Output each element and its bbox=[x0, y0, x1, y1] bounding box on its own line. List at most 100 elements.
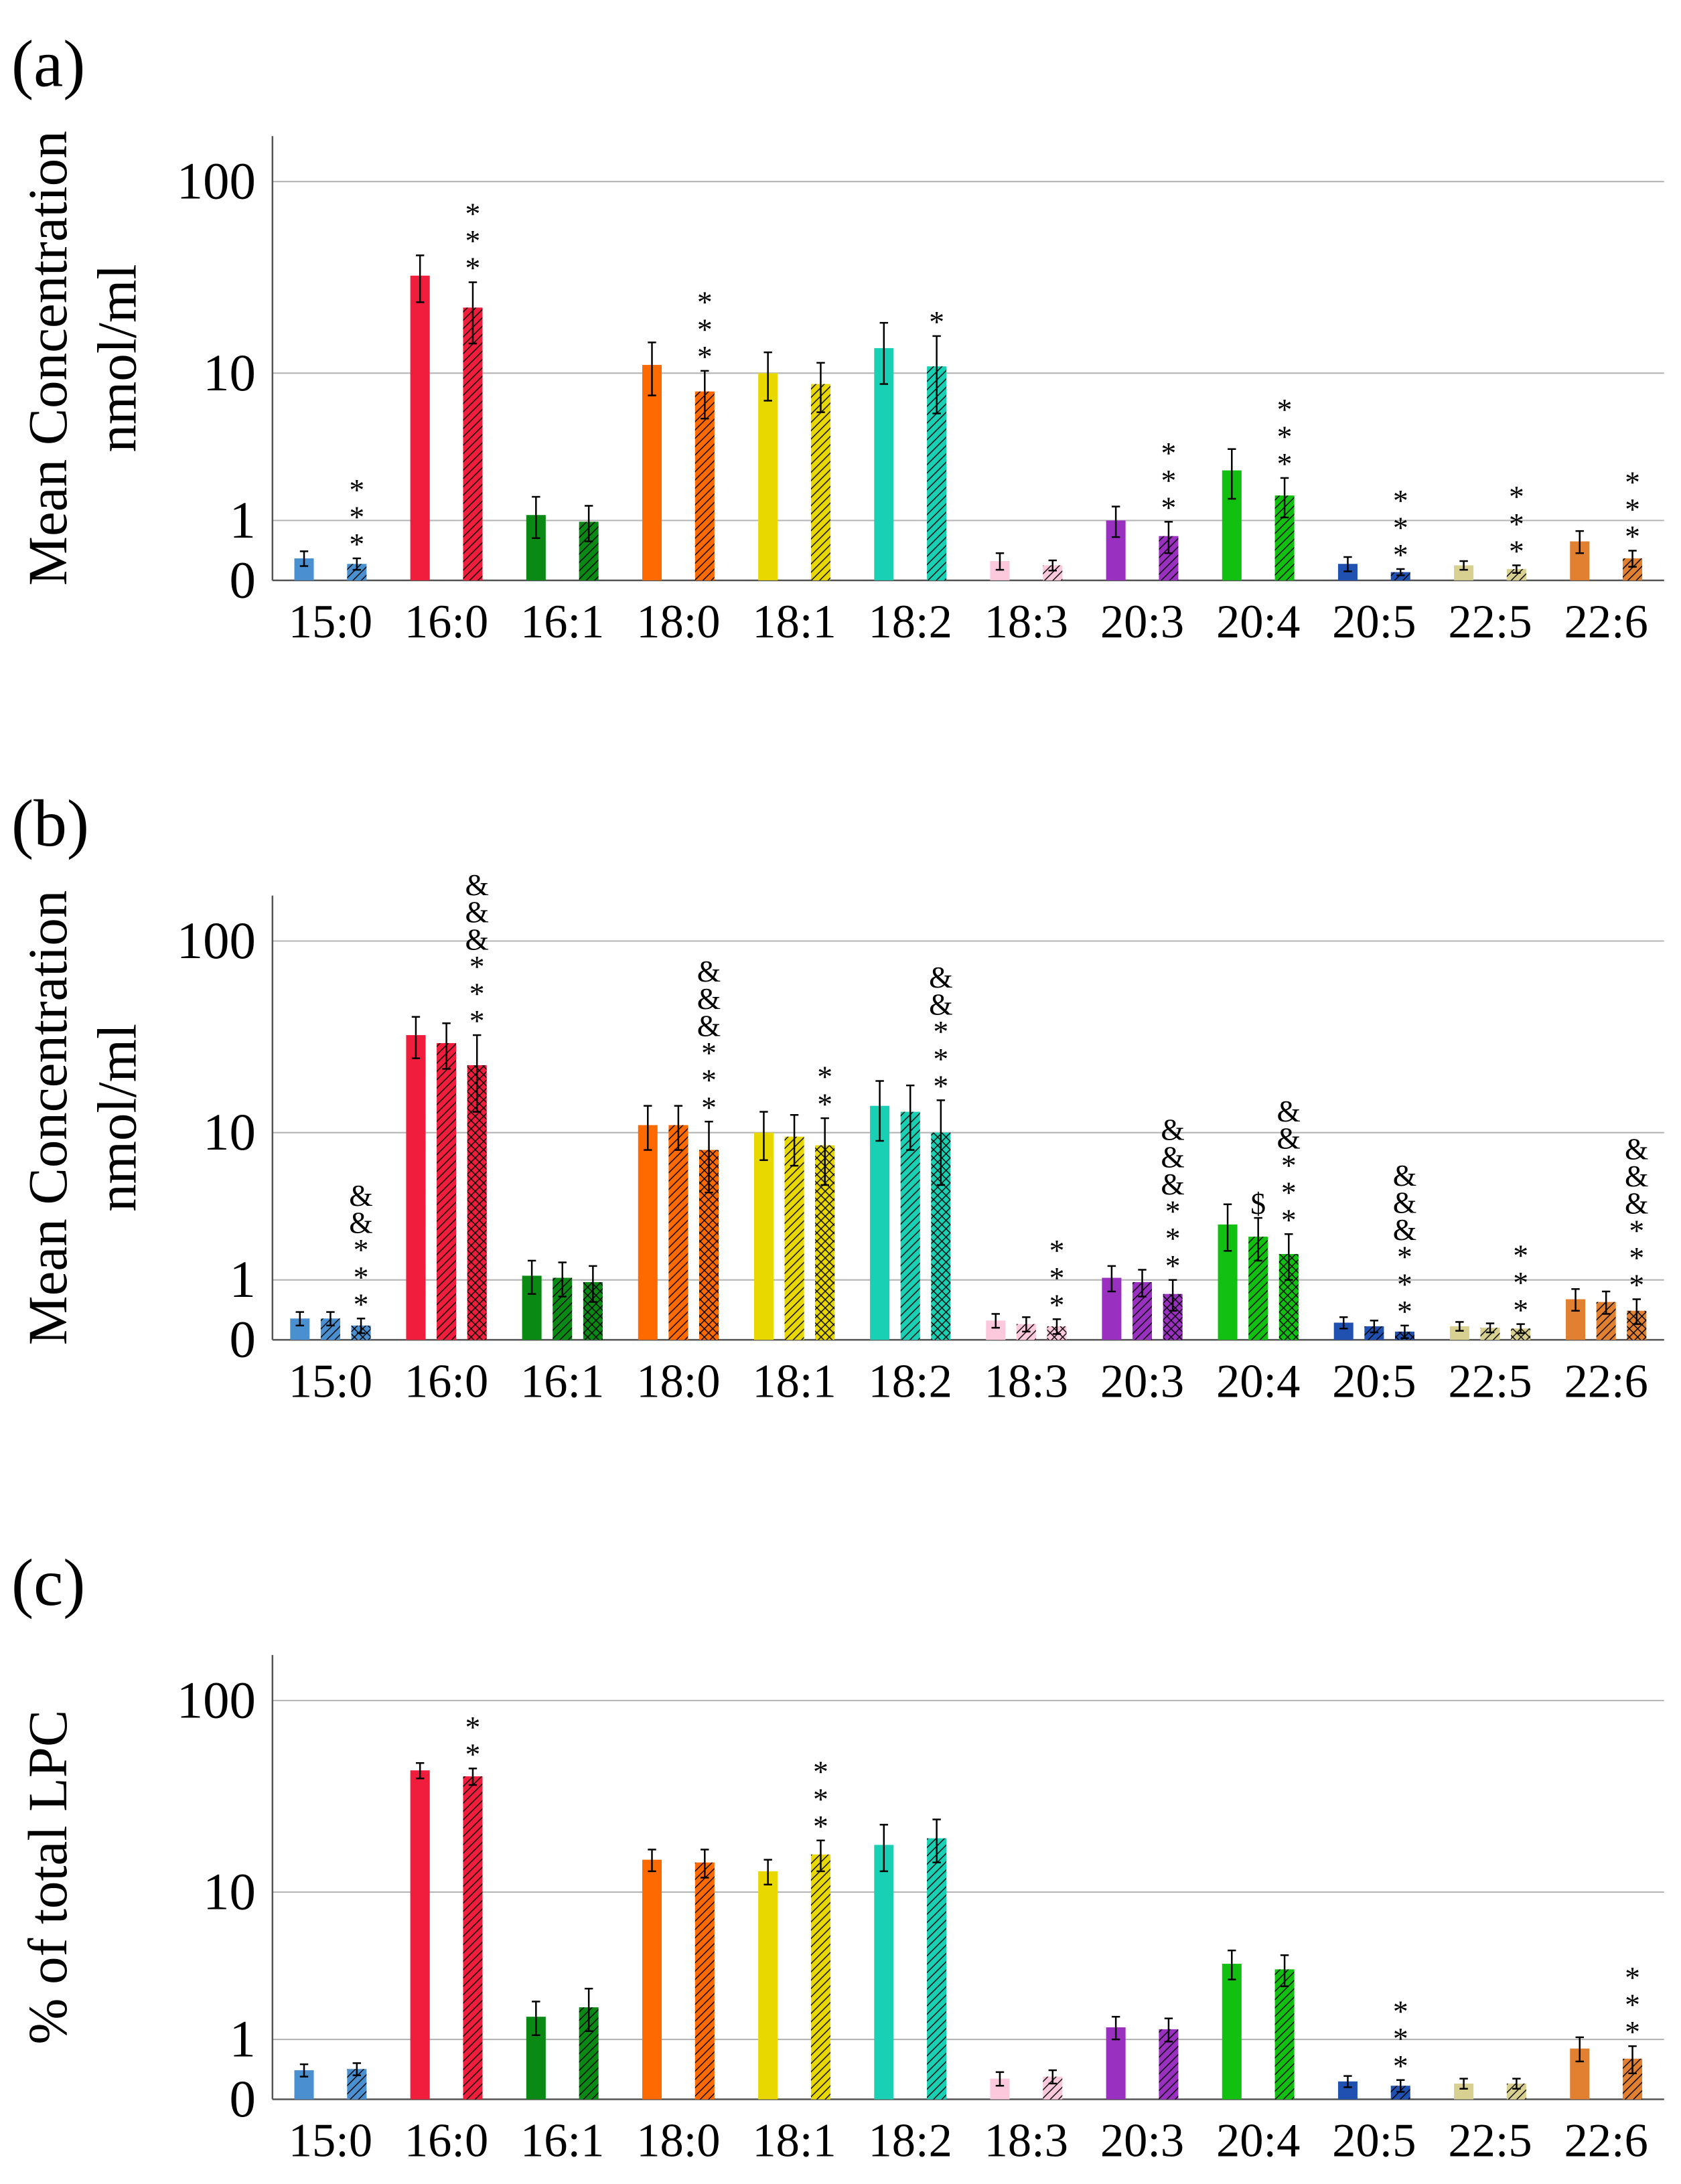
bar bbox=[406, 1035, 426, 1340]
bar bbox=[642, 1859, 662, 2100]
significance-mark: &&*** bbox=[344, 1178, 378, 1314]
significance-mark: *** bbox=[1268, 392, 1302, 474]
x-tick-label: 20:3 bbox=[1100, 1355, 1184, 1407]
x-tick-label: 18:0 bbox=[636, 2115, 720, 2167]
x-tick-label: 18:2 bbox=[869, 1355, 952, 1407]
y-axis-label: Mean Concentration bbox=[17, 890, 78, 1345]
significance-mark: *** bbox=[1500, 479, 1534, 561]
x-tick-label: 16:0 bbox=[405, 1355, 488, 1407]
y-tick-label: 1 bbox=[230, 2011, 256, 2069]
significance-mark: *** bbox=[1504, 1239, 1538, 1320]
bar bbox=[638, 1125, 658, 1340]
bar bbox=[1043, 565, 1063, 580]
x-tick-label: 18:3 bbox=[984, 1355, 1068, 1407]
x-tick-label: 18:1 bbox=[752, 1355, 836, 1407]
x-tick-label: 16:1 bbox=[520, 1355, 604, 1407]
x-tick-label: 18:1 bbox=[752, 596, 836, 648]
x-tick-label: 20:5 bbox=[1332, 596, 1416, 648]
significance-mark: &&&*** bbox=[460, 868, 494, 1031]
y-axis-label: % of total LPC bbox=[17, 1710, 78, 2045]
x-tick-label: 18:0 bbox=[636, 1355, 720, 1407]
bar bbox=[1480, 1328, 1500, 1340]
x-tick-label: 15:0 bbox=[289, 1355, 372, 1407]
significance-mark: &&&*** bbox=[1388, 1158, 1422, 1322]
significance-mark: &&&*** bbox=[1156, 1113, 1190, 1276]
bar bbox=[668, 1125, 688, 1340]
y-tick-label: 100 bbox=[177, 912, 256, 970]
significance-mark: ** bbox=[455, 1710, 490, 1764]
significance-mark: *** bbox=[1615, 1960, 1650, 2042]
x-tick-label: 18:3 bbox=[984, 596, 1068, 648]
x-tick-label: 18:0 bbox=[636, 596, 720, 648]
significance-mark: *** bbox=[1384, 1995, 1418, 2076]
significance-mark: &&*** bbox=[924, 960, 958, 1096]
x-tick-label: 20:4 bbox=[1216, 2115, 1300, 2167]
bar bbox=[1390, 572, 1410, 580]
bar bbox=[784, 1136, 804, 1340]
bar bbox=[1449, 1326, 1469, 1340]
x-tick-label: 22:6 bbox=[1564, 596, 1648, 648]
significance-mark: &&&*** bbox=[1619, 1132, 1654, 1295]
significance-mark: *** bbox=[340, 473, 374, 554]
significance-mark: $ bbox=[1241, 1186, 1275, 1216]
bar bbox=[642, 365, 662, 580]
bar bbox=[463, 1776, 483, 2100]
significance-mark: *** bbox=[1039, 1233, 1074, 1315]
bar bbox=[927, 1838, 947, 2100]
y-axis-label: nmol/ml bbox=[86, 1024, 148, 1212]
x-tick-label: 22:6 bbox=[1564, 1355, 1648, 1407]
y-tick-label: 10 bbox=[203, 344, 256, 402]
significance-mark: *** bbox=[455, 196, 490, 278]
x-tick-label: 20:4 bbox=[1216, 1355, 1300, 1407]
x-tick-label: 20:3 bbox=[1100, 2115, 1184, 2167]
y-tick-label: 1 bbox=[230, 1251, 256, 1309]
x-tick-label: 18:1 bbox=[752, 2115, 836, 2167]
x-tick-label: 22:5 bbox=[1448, 1355, 1532, 1407]
bar bbox=[810, 1854, 830, 2100]
x-tick-label: 18:2 bbox=[869, 596, 952, 648]
x-tick-label: 18:3 bbox=[984, 2115, 1068, 2167]
significance-mark: *** bbox=[688, 285, 722, 367]
bar bbox=[874, 1845, 894, 2100]
y-tick-label: 100 bbox=[177, 1671, 256, 1729]
y-tick-label: 100 bbox=[177, 153, 256, 211]
y-tick-label: 10 bbox=[203, 1863, 256, 1922]
significance-mark: *** bbox=[1384, 483, 1418, 565]
x-tick-label: 15:0 bbox=[289, 596, 372, 648]
significance-mark: *** bbox=[804, 1755, 838, 1837]
bar bbox=[758, 373, 778, 580]
bar bbox=[410, 275, 430, 580]
significance-mark: &&&*** bbox=[692, 954, 726, 1117]
bar bbox=[810, 384, 830, 580]
bar bbox=[1454, 565, 1474, 580]
x-tick-label: 16:1 bbox=[520, 2115, 604, 2167]
y-tick-label: 10 bbox=[203, 1103, 256, 1162]
x-tick-label: 16:1 bbox=[520, 596, 604, 648]
x-tick-label: 22:5 bbox=[1448, 2115, 1532, 2167]
x-tick-label: 22:5 bbox=[1448, 596, 1532, 648]
bar bbox=[1222, 1964, 1242, 2100]
panel-label: (a) bbox=[11, 27, 85, 101]
x-tick-label: 22:6 bbox=[1564, 2115, 1648, 2167]
bar bbox=[437, 1042, 457, 1340]
bar bbox=[870, 1105, 890, 1340]
x-tick-label: 20:5 bbox=[1332, 2115, 1416, 2167]
bar bbox=[695, 391, 715, 580]
bar bbox=[1511, 1328, 1531, 1340]
significance-mark: *** bbox=[1615, 465, 1650, 546]
y-tick-label: 0 bbox=[230, 2070, 256, 2128]
significance-mark: &&*** bbox=[1272, 1094, 1306, 1230]
bar bbox=[463, 307, 483, 580]
bar bbox=[1506, 2083, 1526, 2100]
y-tick-label: 1 bbox=[230, 491, 256, 550]
x-tick-label: 20:4 bbox=[1216, 596, 1300, 648]
x-tick-label: 20:3 bbox=[1100, 596, 1184, 648]
y-tick-label: 0 bbox=[230, 1311, 256, 1369]
bar bbox=[758, 1871, 778, 2100]
y-axis-label: nmol/ml bbox=[86, 264, 148, 452]
bar bbox=[1506, 568, 1526, 580]
significance-mark: * bbox=[920, 305, 954, 332]
x-tick-label: 18:2 bbox=[869, 2115, 952, 2167]
